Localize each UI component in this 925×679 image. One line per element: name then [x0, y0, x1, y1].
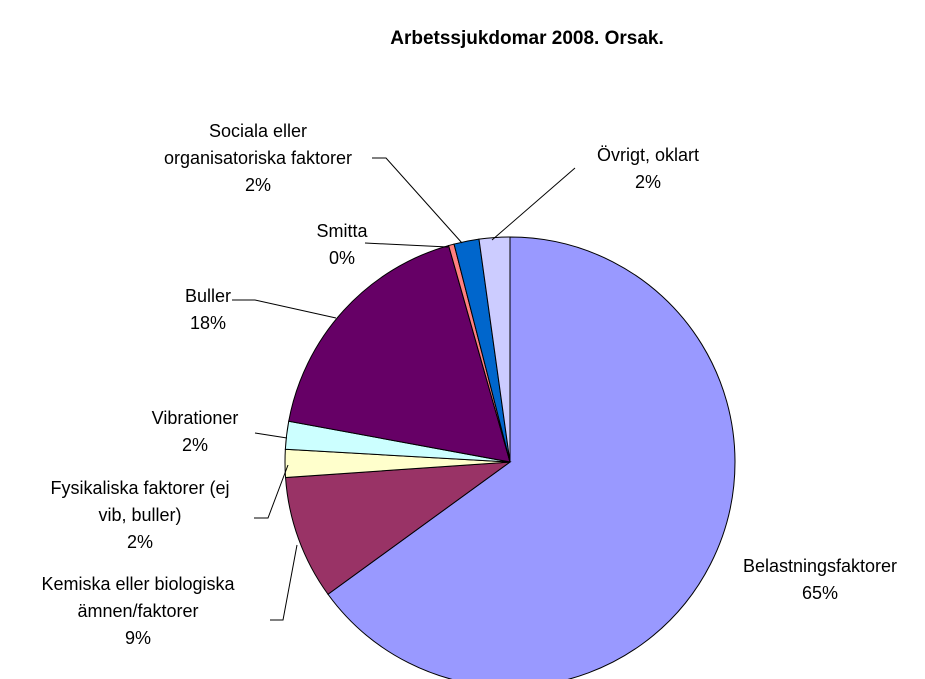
chart-title: Arbetssjukdomar 2008. Orsak. [390, 28, 664, 49]
slice-label: Smitta 0% [316, 218, 367, 272]
pie-slice [288, 244, 511, 463]
slice-label: Sociala eller organisatoriska faktorer 2% [164, 118, 352, 199]
slice-label: Kemiska eller biologiska ämnen/faktorer 9… [41, 571, 234, 652]
leader-line [364, 242, 449, 248]
leader-line [232, 299, 337, 319]
slice-label: Vibrationer 2% [152, 405, 239, 459]
value-label: 2% [181, 435, 209, 455]
pie-slice [327, 236, 736, 679]
slice-label: Belastningsfaktorer 65% [743, 553, 897, 607]
value-label: 2% [244, 175, 271, 195]
slice-label: Buller 18% [185, 283, 231, 337]
category-label: Kemiska eller biologiska ämnen/faktorer [41, 574, 235, 621]
category-label: Övrigt, oklart [596, 145, 700, 165]
value-label: 2% [126, 532, 154, 552]
leader-line [254, 432, 288, 439]
value-label: 65% [801, 583, 839, 603]
category-label: Smitta [316, 221, 368, 241]
category-label: Fysikaliska faktorer (ej vib, buller) [50, 478, 230, 525]
pie-slice [285, 461, 512, 595]
slice-label: Fysikaliska faktorer (ej vib, buller) 2% [50, 475, 229, 556]
leader-line [270, 544, 298, 621]
value-label: 9% [124, 628, 151, 648]
category-label: Belastningsfaktorer [742, 556, 898, 576]
value-label: 2% [634, 172, 661, 192]
value-label: 18% [189, 313, 227, 333]
category-label: Buller [184, 286, 232, 306]
leader-line [372, 157, 463, 244]
value-label: 0% [328, 248, 356, 268]
leader-line [491, 167, 576, 241]
leader-line [254, 464, 289, 519]
category-label: Sociala eller organisatoriska faktorer [163, 121, 353, 168]
category-label: Vibrationer [151, 408, 239, 428]
slice-label: Övrigt, oklart 2% [597, 142, 699, 196]
